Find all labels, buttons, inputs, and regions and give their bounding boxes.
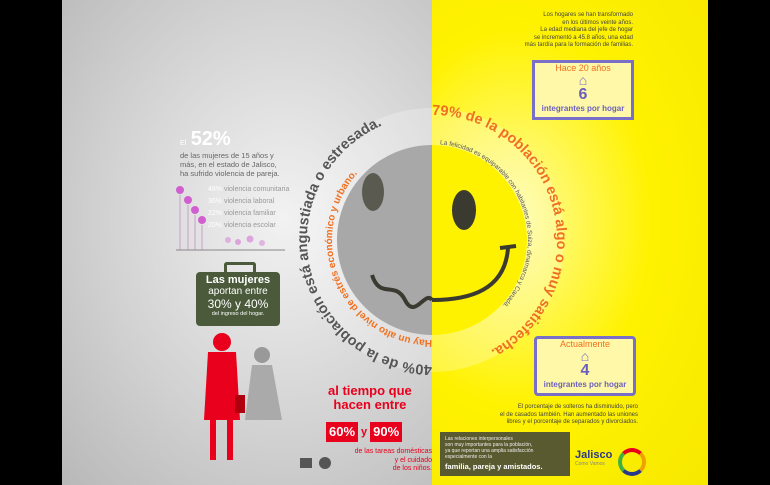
- violence-item: 48% violencia comunitaria: [208, 186, 290, 193]
- violence-item: 20% violencia escolar: [208, 222, 276, 229]
- flowers-graphic: [176, 186, 285, 251]
- briefcase-card: Las mujeres aportan entre 30% y 40% del …: [196, 272, 280, 326]
- house-now: Actualmente ⌂ 4 integrantes por hogar: [534, 336, 636, 396]
- sad-face: [337, 145, 432, 335]
- violence-list: 48% violencia comunitaria 36% violencia …: [208, 184, 289, 232]
- tasks-text: de las tareas domésticas y el cuidado de l…: [354, 448, 432, 472]
- time-text: al tiempo que hacen entre: [328, 383, 412, 412]
- house-20-years: Hace 20 años ⌂ 6 integrantes por hogar: [532, 60, 634, 120]
- stat-value: 52%: [190, 128, 231, 150]
- intro-text: Los hogares se han transformado en los úl…: [524, 12, 633, 48]
- violence-item: 22% violencia familiar: [208, 210, 276, 217]
- stat-prefix: El: [180, 140, 187, 147]
- pots: 60% y 90%: [326, 422, 426, 442]
- wavy-mouth: [370, 274, 434, 309]
- relations-bold: familia, pareja y amistados.: [445, 462, 543, 471]
- pot-60-icon: 60%: [326, 422, 359, 442]
- singles-text: El porcentaje de solteros ha disminuido,…: [499, 404, 638, 425]
- eye-left-icon: [362, 173, 384, 211]
- relations-card: Las relaciones interpersonales son muy im…: [440, 432, 570, 476]
- eye-right-icon: [452, 190, 476, 230]
- house-icon: ⌂: [580, 348, 590, 364]
- stat-text: de las mujeres de 15 años y más, en el es…: [180, 151, 280, 178]
- violence-stat: El 52% de las mujeres de 15 años y más, e…: [180, 128, 280, 178]
- briefcase-handle-icon: [224, 262, 256, 275]
- smile-end: [499, 244, 517, 250]
- women-silhouettes: [204, 333, 331, 469]
- jalisco-logo: Jalisco Como Vamos: [575, 449, 613, 468]
- pot-and: y: [361, 426, 368, 438]
- violence-item: 36% violencia laboral: [208, 198, 275, 205]
- jalisco-logo-ring-icon: [618, 448, 646, 476]
- house-icon: ⌂: [578, 72, 588, 88]
- pot-90-icon: 90%: [370, 422, 403, 442]
- smile-mouth: [431, 247, 510, 302]
- happy-face: [432, 145, 527, 335]
